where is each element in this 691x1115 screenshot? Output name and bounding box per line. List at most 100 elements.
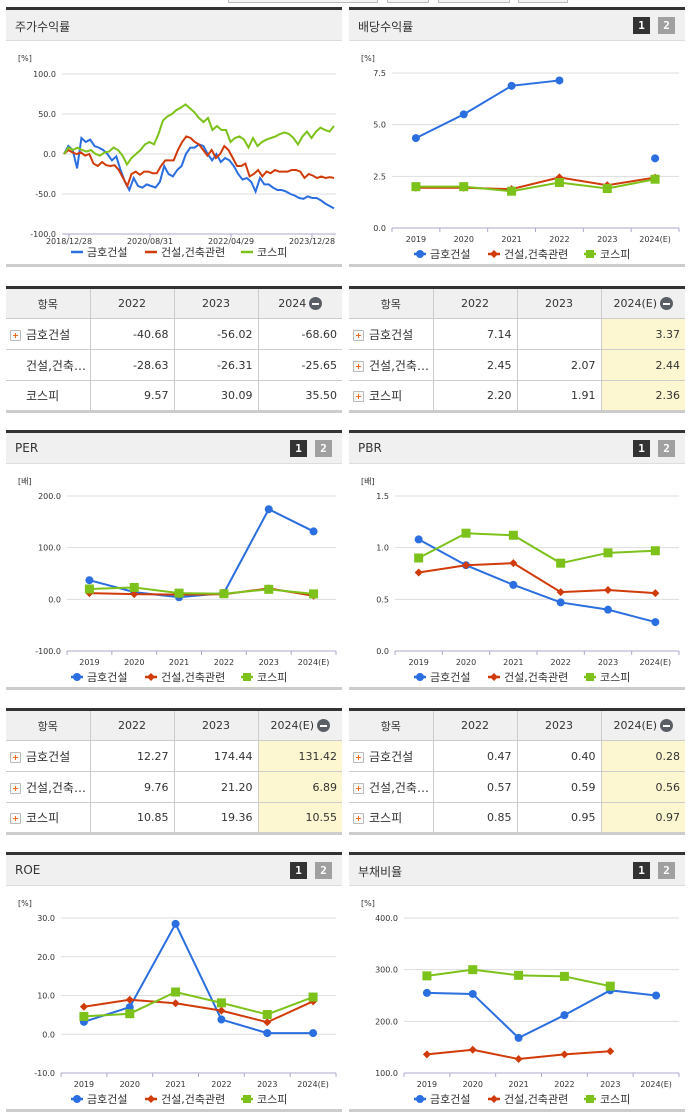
data-point[interactable] [507, 186, 517, 196]
data-point[interactable] [651, 589, 660, 598]
expand-plus-icon[interactable] [10, 751, 21, 763]
expand-plus-icon[interactable] [353, 751, 364, 763]
expand-plus-icon[interactable] [10, 813, 21, 824]
data-point[interactable] [264, 505, 273, 514]
data-point[interactable] [171, 999, 180, 1008]
top-tab-2[interactable] [387, 0, 429, 3]
data-point[interactable] [468, 989, 477, 998]
top-tab-4[interactable] [518, 0, 568, 3]
data-point[interactable] [606, 1047, 615, 1056]
data-point[interactable] [411, 134, 420, 143]
legend-item-company[interactable]: 금호건설 [71, 671, 127, 684]
legend-item-sector[interactable]: 건설,건축관련 [488, 1093, 568, 1106]
data-point[interactable] [125, 995, 134, 1004]
data-point[interactable] [556, 598, 565, 607]
data-point[interactable] [130, 590, 139, 599]
expand-plus-icon[interactable] [353, 360, 364, 372]
data-point[interactable] [559, 971, 569, 981]
data-point[interactable] [514, 1055, 523, 1064]
data-point[interactable] [556, 588, 565, 597]
data-point[interactable] [652, 991, 661, 1000]
top-tab-3[interactable] [438, 0, 510, 3]
page-1-button[interactable]: 1 [633, 17, 650, 34]
data-point[interactable] [603, 548, 613, 558]
expand-plus-icon[interactable] [353, 813, 364, 824]
expand-plus-icon[interactable] [353, 782, 364, 794]
legend-item-company[interactable]: 금호건설 [414, 1093, 470, 1106]
data-point[interactable] [560, 1011, 569, 1020]
data-point[interactable] [554, 178, 564, 188]
data-point[interactable] [605, 981, 615, 991]
data-point[interactable] [604, 605, 612, 614]
page-1-button[interactable]: 1 [290, 440, 307, 457]
legend-item-company[interactable]: 금호건설 [71, 246, 127, 259]
page-2-button[interactable]: 2 [315, 440, 332, 457]
expand-plus-icon[interactable] [353, 391, 364, 402]
collapse-minus-icon[interactable] [660, 719, 674, 733]
page-2-button[interactable]: 2 [658, 440, 675, 457]
data-point[interactable] [556, 558, 566, 568]
data-point[interactable] [514, 1033, 523, 1042]
data-point[interactable] [602, 184, 612, 194]
data-point[interactable] [79, 1011, 89, 1021]
data-point[interactable] [651, 154, 660, 163]
data-point[interactable] [560, 1050, 569, 1059]
collapse-minus-icon[interactable] [317, 719, 331, 733]
data-point[interactable] [309, 527, 318, 536]
legend-item-kospi[interactable]: 코스피 [584, 671, 630, 684]
collapse-minus-icon[interactable] [660, 297, 674, 311]
collapse-minus-icon[interactable] [309, 297, 323, 311]
data-point[interactable] [263, 1029, 272, 1038]
data-point[interactable] [414, 553, 424, 563]
legend-item-kospi[interactable]: 코스피 [584, 1093, 630, 1106]
top-tab-1[interactable] [228, 0, 378, 3]
data-point[interactable] [217, 1006, 226, 1015]
data-point[interactable] [507, 81, 516, 90]
page-2-button[interactable]: 2 [658, 17, 675, 34]
data-point[interactable] [264, 584, 274, 594]
data-point[interactable] [461, 528, 471, 538]
data-point[interactable] [308, 992, 318, 1002]
data-point[interactable] [604, 586, 612, 595]
data-point[interactable] [309, 589, 319, 599]
legend-item-company[interactable]: 금호건설 [71, 1093, 127, 1106]
legend-item-sector[interactable]: 건설,건축관련 [145, 671, 225, 684]
data-point[interactable] [216, 998, 226, 1008]
data-point[interactable] [468, 965, 478, 975]
page-1-button[interactable]: 1 [290, 862, 307, 879]
data-point[interactable] [219, 589, 229, 599]
expand-plus-icon[interactable] [10, 329, 21, 341]
data-point[interactable] [509, 559, 518, 568]
data-point[interactable] [129, 582, 139, 592]
legend-item-kospi[interactable]: 코스피 [584, 248, 630, 261]
page-2-button[interactable]: 2 [315, 862, 332, 879]
data-point[interactable] [263, 1018, 272, 1027]
data-point[interactable] [422, 988, 431, 997]
page-1-button[interactable]: 1 [633, 440, 650, 457]
data-point[interactable] [171, 919, 180, 928]
data-point[interactable] [411, 182, 421, 192]
data-point[interactable] [509, 580, 518, 589]
data-point[interactable] [462, 561, 470, 570]
data-point[interactable] [555, 76, 564, 85]
page-2-button[interactable]: 2 [658, 862, 675, 879]
legend-item-kospi[interactable]: 코스피 [241, 246, 287, 259]
data-point[interactable] [171, 987, 181, 997]
legend-item-sector[interactable]: 건설,건축관련 [488, 671, 568, 684]
data-point[interactable] [262, 1009, 272, 1019]
legend-item-kospi[interactable]: 코스피 [241, 671, 287, 684]
page-1-button[interactable]: 1 [633, 862, 650, 879]
legend-item-sector[interactable]: 건설,건축관련 [488, 248, 568, 261]
legend-item-company[interactable]: 금호건설 [414, 248, 470, 261]
data-point[interactable] [79, 1002, 88, 1011]
data-point[interactable] [125, 1003, 134, 1012]
legend-item-kospi[interactable]: 코스피 [241, 1093, 287, 1106]
data-point[interactable] [125, 1009, 135, 1019]
legend-item-sector[interactable]: 건설,건축관련 [145, 246, 225, 259]
data-point[interactable] [217, 1015, 226, 1024]
legend-item-sector[interactable]: 건설,건축관련 [145, 1093, 225, 1106]
data-point[interactable] [422, 1050, 431, 1059]
data-point[interactable] [650, 174, 660, 184]
data-point[interactable] [514, 970, 524, 980]
data-point[interactable] [651, 618, 660, 627]
